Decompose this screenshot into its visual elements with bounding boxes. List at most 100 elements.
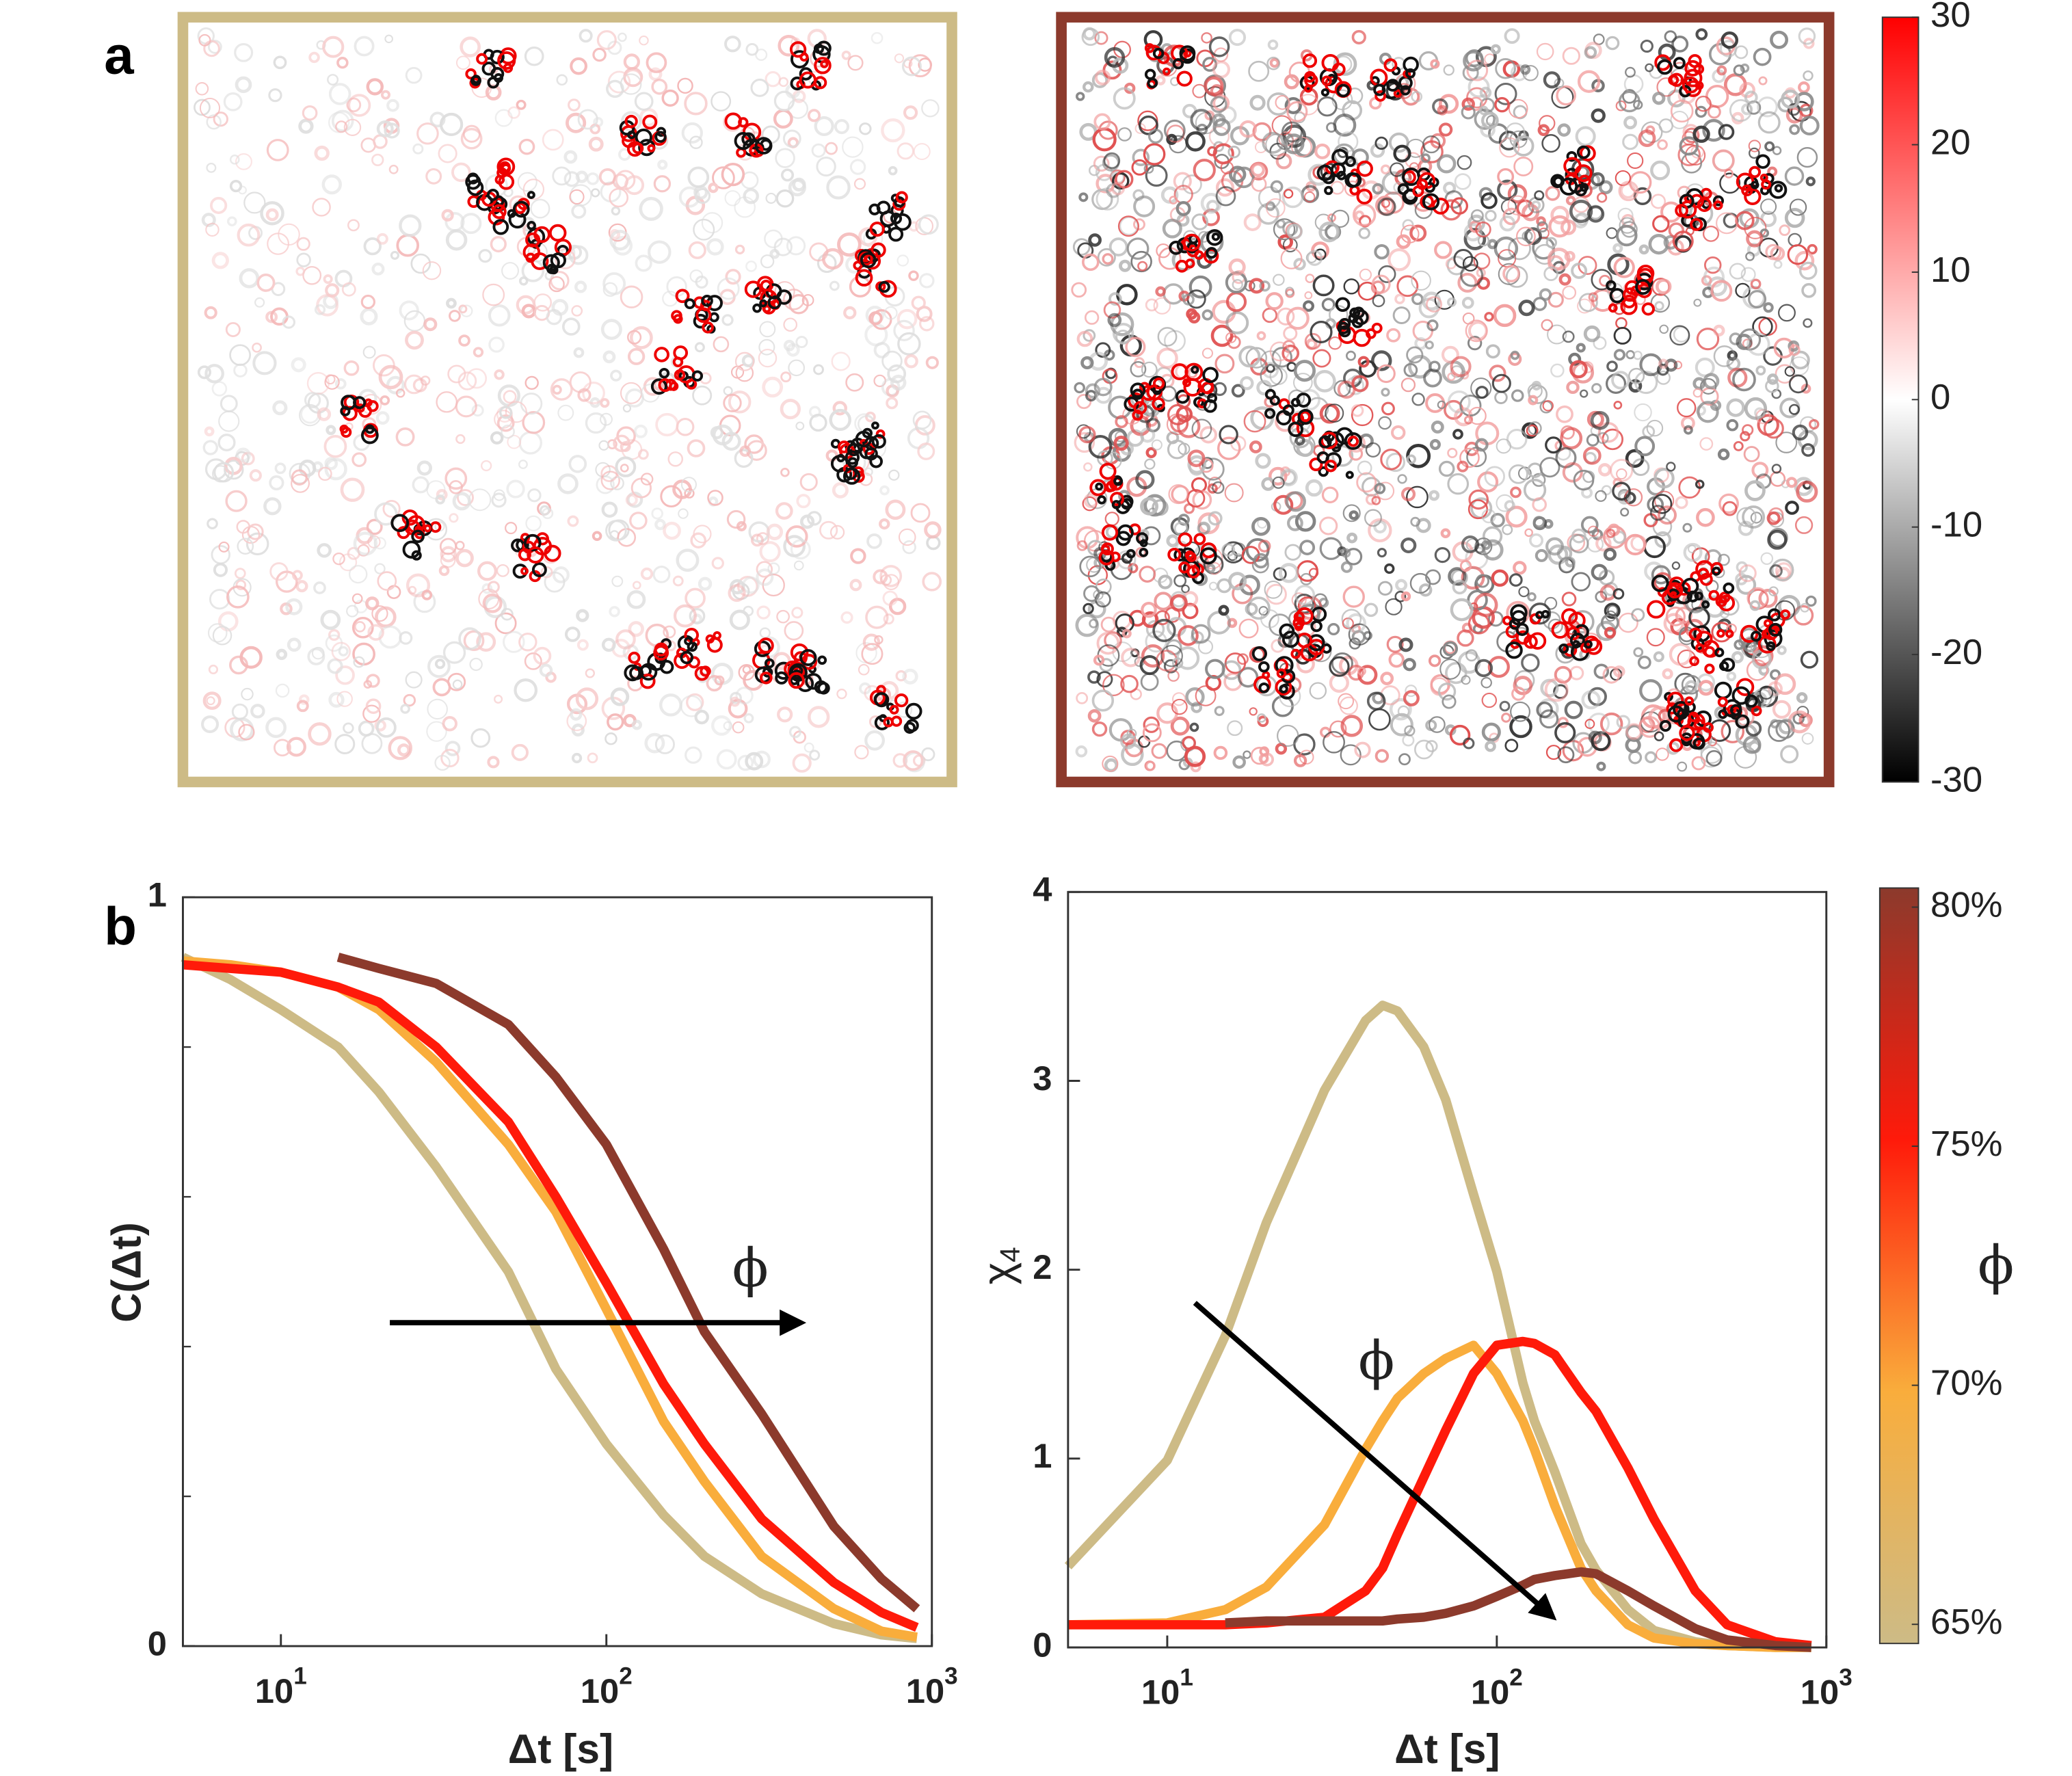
speckle bbox=[573, 347, 585, 358]
speckle bbox=[1760, 198, 1777, 215]
speckle bbox=[446, 297, 457, 309]
speckle bbox=[1658, 43, 1676, 62]
speckle bbox=[596, 475, 615, 494]
speckle bbox=[1733, 440, 1744, 451]
speckle bbox=[1198, 230, 1210, 243]
speckle bbox=[1307, 634, 1325, 652]
speckle bbox=[1622, 89, 1637, 104]
speckle bbox=[782, 289, 805, 310]
speckle bbox=[1459, 395, 1482, 417]
speckle bbox=[1132, 218, 1145, 230]
speckle bbox=[1143, 716, 1160, 733]
speckle bbox=[816, 40, 832, 56]
speckle bbox=[1169, 196, 1178, 205]
speckle bbox=[1765, 243, 1782, 261]
speckle bbox=[1653, 468, 1675, 489]
speckle bbox=[862, 633, 881, 651]
speckle bbox=[574, 280, 587, 293]
speckle bbox=[1290, 648, 1301, 659]
speckle bbox=[1364, 509, 1382, 527]
speckle bbox=[1151, 439, 1163, 451]
speckle bbox=[792, 177, 806, 191]
speckle bbox=[1374, 749, 1390, 763]
speckle bbox=[1450, 197, 1469, 215]
speckle bbox=[1098, 549, 1115, 566]
speckle bbox=[1716, 65, 1727, 76]
speckle bbox=[1675, 607, 1692, 624]
speckle bbox=[351, 452, 367, 467]
speckle bbox=[1408, 354, 1433, 379]
speckle bbox=[1751, 705, 1762, 717]
speckle bbox=[455, 434, 466, 445]
speckle bbox=[1406, 486, 1429, 509]
speckle bbox=[1656, 370, 1671, 385]
speckle bbox=[487, 756, 500, 769]
speckle bbox=[1266, 56, 1281, 70]
speckle bbox=[1509, 573, 1523, 587]
speckle bbox=[1283, 326, 1298, 341]
speckle bbox=[1682, 522, 1692, 533]
speckle bbox=[1155, 286, 1166, 297]
speckle bbox=[624, 69, 642, 88]
speckle bbox=[1142, 723, 1162, 743]
speckle bbox=[1593, 663, 1610, 679]
speckle bbox=[564, 626, 581, 642]
speckle bbox=[226, 216, 237, 227]
speckle bbox=[1286, 101, 1308, 122]
speckle bbox=[544, 544, 561, 562]
speckle bbox=[1528, 421, 1542, 436]
speckle bbox=[1344, 156, 1356, 168]
speckle bbox=[1156, 702, 1178, 724]
speckle bbox=[1130, 361, 1147, 377]
speckle bbox=[1390, 713, 1413, 737]
speckle bbox=[644, 732, 665, 754]
speckle bbox=[204, 426, 215, 437]
speckle bbox=[1121, 498, 1133, 510]
speckle bbox=[1459, 447, 1480, 468]
speckle bbox=[1176, 201, 1191, 216]
speckle bbox=[1461, 675, 1471, 685]
speckle bbox=[1713, 200, 1723, 211]
speckle bbox=[829, 280, 840, 291]
speckle bbox=[600, 470, 620, 490]
speckle bbox=[442, 641, 466, 664]
speckle bbox=[1079, 555, 1102, 578]
speckle bbox=[1682, 736, 1692, 747]
speckle bbox=[1666, 741, 1680, 755]
speckle bbox=[1805, 595, 1817, 607]
speckle bbox=[926, 535, 941, 551]
speckle bbox=[1639, 679, 1662, 702]
speckle bbox=[1258, 540, 1271, 553]
speckle bbox=[1402, 734, 1415, 747]
speckle bbox=[375, 717, 397, 738]
speckle bbox=[1750, 278, 1762, 290]
speckle bbox=[1169, 240, 1184, 255]
speckle bbox=[269, 562, 289, 581]
colorbar-tick-label: -20 bbox=[1930, 632, 1982, 672]
speckle bbox=[275, 683, 290, 698]
speckle bbox=[1166, 534, 1180, 548]
speckle bbox=[205, 222, 220, 237]
speckle bbox=[1576, 343, 1586, 353]
speckle bbox=[322, 36, 345, 58]
speckle bbox=[382, 500, 401, 518]
speckle bbox=[1439, 659, 1461, 680]
speckle bbox=[1366, 691, 1386, 711]
speckle bbox=[1481, 722, 1501, 742]
speckle bbox=[241, 525, 261, 544]
speckle bbox=[1726, 398, 1745, 417]
speckle bbox=[1732, 367, 1756, 392]
speckle bbox=[1634, 403, 1652, 422]
speckle bbox=[1617, 490, 1632, 505]
speckle bbox=[1171, 657, 1184, 669]
speckle bbox=[1485, 344, 1500, 359]
speckle bbox=[1095, 386, 1113, 404]
speckle bbox=[507, 434, 522, 449]
speckle bbox=[1167, 547, 1182, 561]
speckle bbox=[1780, 609, 1791, 620]
speckle bbox=[427, 654, 451, 678]
speckle bbox=[1736, 678, 1755, 696]
speckle bbox=[1697, 673, 1716, 692]
speckle bbox=[1716, 212, 1738, 235]
speckle bbox=[1766, 641, 1776, 651]
